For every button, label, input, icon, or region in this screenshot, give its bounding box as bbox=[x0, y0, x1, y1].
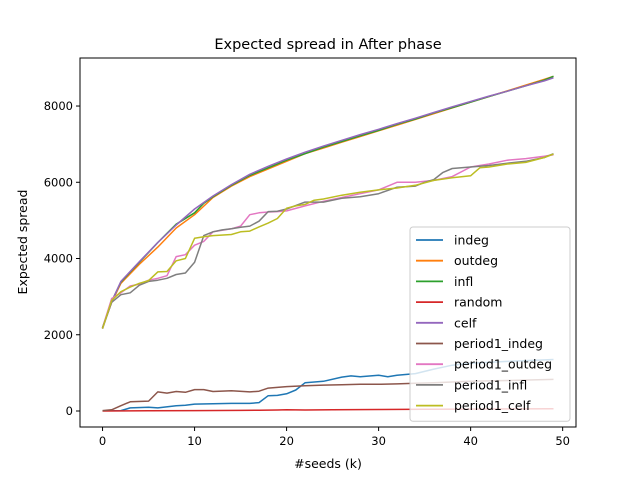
y-tick-label: 4000 bbox=[44, 252, 73, 266]
plot-frame bbox=[79, 57, 577, 428]
y-tick-label: 2000 bbox=[44, 328, 73, 342]
chart-title: Expected spread in After phase bbox=[214, 37, 441, 53]
x-axis: 0 10 20 30 40 50 bbox=[99, 427, 570, 448]
series-line-period1-infl bbox=[101, 153, 554, 329]
y-tick-label: 6000 bbox=[44, 175, 73, 189]
legend-label: period1_outdeg bbox=[454, 357, 552, 372]
plot-area bbox=[101, 75, 554, 412]
legend-label: random bbox=[454, 295, 502, 310]
legend-label: period1_celf bbox=[454, 398, 531, 413]
legend-label: infl bbox=[454, 274, 473, 289]
series-line-period1-celf bbox=[101, 153, 554, 329]
x-tick-label: 30 bbox=[371, 434, 386, 448]
x-tick-label: 50 bbox=[555, 434, 570, 448]
y-tick-label: 0 bbox=[66, 404, 73, 418]
x-axis-label: #seeds (k) bbox=[294, 456, 362, 471]
legend-label: outdeg bbox=[454, 253, 498, 268]
legend: indeg outdeg infl random celf period1_indegpe… bbox=[409, 226, 571, 422]
x-tick-label: 10 bbox=[187, 434, 202, 448]
legend-box bbox=[409, 226, 571, 422]
y-axis-label: Expected spread bbox=[15, 190, 30, 295]
legend-label: period1_indeg bbox=[454, 336, 543, 351]
y-tick-label: 8000 bbox=[44, 99, 73, 113]
x-tick-label: 0 bbox=[99, 434, 106, 448]
x-tick-label: 20 bbox=[279, 434, 294, 448]
series-line-celf bbox=[101, 77, 554, 329]
legend-label: celf bbox=[454, 315, 477, 330]
legend-label: period1_infl bbox=[454, 377, 527, 392]
x-tick-label: 40 bbox=[463, 434, 478, 448]
legend-label: indeg bbox=[454, 233, 489, 248]
y-axis: 0 2000 4000 6000 8000 bbox=[44, 99, 80, 418]
